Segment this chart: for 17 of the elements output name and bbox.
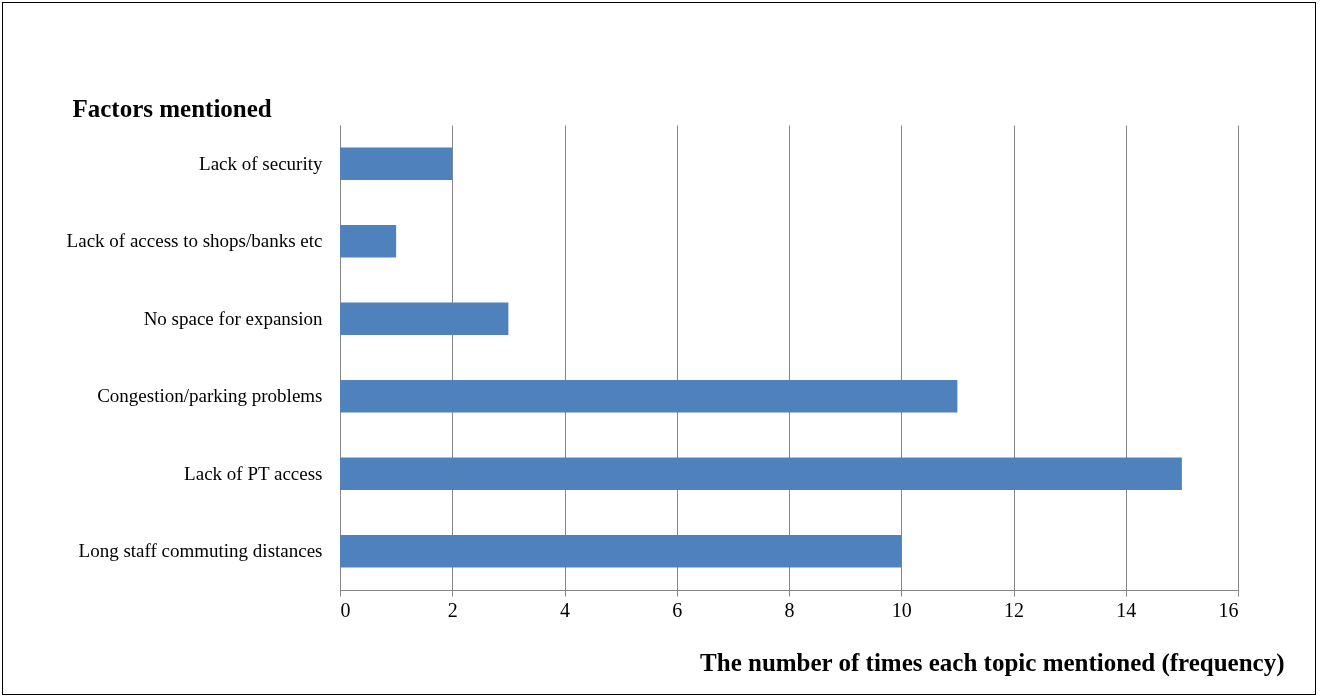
- x-tick-label: 10: [891, 598, 912, 621]
- x-tick-label: 12: [1004, 598, 1024, 621]
- y-tick-label: Lack of PT access: [184, 462, 323, 484]
- x-tick-label: 0: [340, 598, 351, 621]
- x-tick-label: 16: [1218, 598, 1239, 621]
- y-axis-title: Factors mentioned: [72, 94, 272, 122]
- x-tick-label: 4: [560, 598, 570, 621]
- x-tick-label: 2: [447, 598, 458, 621]
- y-tick-label: Lack of access to shops/banks etc: [66, 230, 323, 252]
- x-tick-label: 8: [784, 598, 795, 621]
- y-tick-label: No space for expansion: [143, 307, 323, 329]
- x-tick-label: 14: [1116, 598, 1137, 621]
- y-tick-label: Congestion/parking problems: [97, 385, 323, 407]
- y-tick-label: Lack of security: [199, 152, 323, 174]
- y-tick-label: Long staff commuting distances: [78, 540, 323, 562]
- x-axis-title: The number of times each topic mentioned (frequency): [700, 648, 1285, 677]
- x-tick-label: 6: [672, 598, 683, 621]
